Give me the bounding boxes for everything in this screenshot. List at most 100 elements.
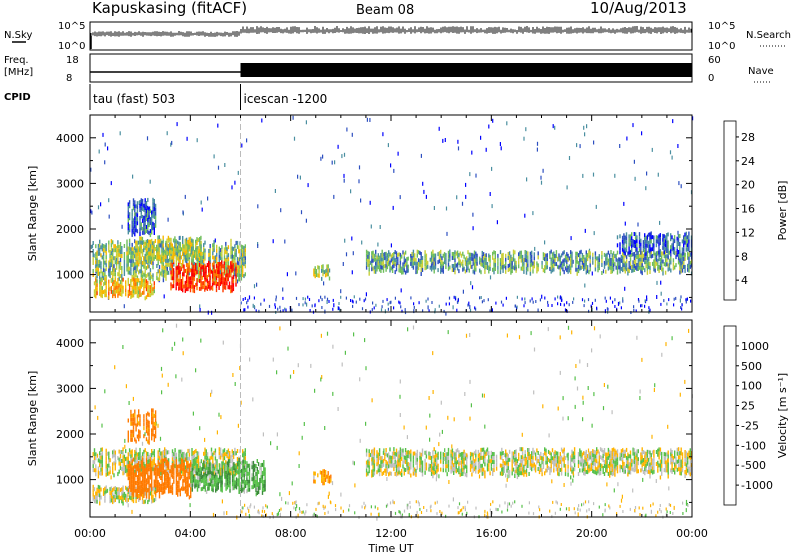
heatmap-cell — [306, 219, 307, 223]
heatmap-cell — [163, 450, 164, 454]
heatmap-cell — [179, 260, 180, 264]
heatmap-cell — [151, 457, 152, 461]
heatmap-cell — [652, 254, 653, 258]
heatmap-cell — [196, 241, 197, 245]
heatmap-cell — [572, 479, 573, 483]
heatmap-cell — [212, 484, 213, 488]
heatmap-cell — [210, 252, 211, 256]
heatmap-cell — [107, 472, 108, 476]
heatmap-cell — [102, 447, 103, 451]
heatmap-cell — [159, 273, 160, 277]
heatmap-cell — [340, 289, 341, 293]
heatmap-cell — [254, 480, 255, 484]
heatmap-cell — [159, 265, 160, 269]
heatmap-cell — [103, 252, 104, 256]
heatmap-cell — [147, 293, 148, 297]
heatmap-cell — [200, 260, 201, 264]
noise-trace-path — [91, 26, 691, 37]
heatmap-cell — [441, 401, 442, 405]
heatmap-cell — [573, 260, 574, 264]
heatmap-cell — [644, 305, 645, 308]
heatmap-cell — [587, 265, 588, 269]
heatmap-cell — [232, 247, 233, 251]
heatmap-cell — [367, 263, 368, 267]
heatmap-cell — [189, 269, 190, 273]
heatmap-cell — [130, 472, 131, 476]
heatmap-cell — [111, 278, 112, 282]
heatmap-cell — [203, 285, 204, 289]
heatmap-cell — [174, 244, 175, 248]
heatmap-cell — [400, 195, 401, 199]
heatmap-cell — [376, 260, 377, 264]
heatmap-cell — [682, 239, 683, 243]
heatmap-cell — [103, 264, 104, 268]
heatmap-cell — [230, 247, 231, 251]
heatmap-cell — [158, 269, 159, 273]
heatmap-cell — [475, 260, 476, 264]
heatmap-cell — [161, 269, 162, 273]
heatmap-cell — [93, 261, 94, 265]
heatmap-cell — [237, 457, 238, 461]
heatmap-cell — [486, 265, 487, 269]
heatmap-cell — [259, 466, 260, 470]
heatmap-cell — [150, 280, 151, 284]
heatmap-cell — [219, 255, 220, 259]
heatmap-cell — [159, 255, 160, 259]
heatmap-cell — [313, 273, 314, 277]
heatmap-cell — [156, 253, 157, 257]
heatmap-cell — [148, 231, 149, 235]
heatmap-cell — [321, 265, 322, 269]
heatmap-cell — [126, 256, 127, 260]
heatmap-cell — [182, 487, 183, 491]
heatmap-cell — [208, 257, 209, 261]
heatmap-cell — [413, 262, 414, 266]
heatmap-cell — [297, 175, 298, 179]
heatmap-cell — [257, 483, 258, 487]
heatmap-cell — [120, 454, 121, 458]
heatmap-cell — [237, 449, 238, 453]
heatmap-cell — [211, 390, 212, 394]
heatmap-cell — [582, 174, 583, 178]
heatmap-cell — [634, 240, 635, 244]
heatmap-cell — [657, 259, 658, 263]
heatmap-cell — [132, 459, 133, 463]
heatmap-cell — [574, 507, 575, 510]
heatmap-cell — [142, 261, 143, 265]
heatmap-cell — [213, 451, 214, 455]
heatmap-cell — [113, 244, 114, 248]
heatmap-cell — [668, 268, 669, 272]
heatmap-cell — [429, 438, 430, 442]
heatmap-cell — [178, 271, 179, 275]
heatmap-cell — [174, 448, 175, 452]
heatmap-cell — [245, 513, 246, 516]
heatmap-cell — [440, 266, 441, 270]
heatmap-cell — [155, 255, 156, 259]
heatmap-cell — [430, 258, 431, 262]
heatmap-cell — [513, 258, 514, 262]
heatmap-cell — [104, 389, 105, 393]
heatmap-cell — [359, 377, 360, 381]
heatmap-cell — [100, 456, 101, 460]
heatmap-cell — [187, 480, 188, 484]
heatmap-cell — [390, 163, 391, 167]
heatmap-cell — [583, 263, 584, 267]
heatmap-cell — [625, 262, 626, 266]
heatmap-cell — [132, 251, 133, 255]
heatmap-cell — [169, 481, 170, 485]
heatmap-cell — [167, 464, 168, 468]
heatmap-cell — [493, 266, 494, 270]
heatmap-cell — [504, 501, 505, 504]
heatmap-cell — [549, 510, 550, 513]
heatmap-cell — [148, 252, 149, 256]
heatmap-cell — [238, 424, 239, 428]
heatmap-cell — [143, 208, 144, 212]
heatmap-cell — [539, 508, 540, 511]
heatmap-cell — [333, 195, 334, 199]
heatmap-cell — [644, 249, 645, 253]
heatmap-cell — [159, 247, 160, 251]
heatmap-cell — [215, 269, 216, 273]
heatmap-cell — [393, 252, 394, 256]
heatmap-cell — [201, 471, 202, 475]
heatmap-cell — [220, 256, 221, 260]
heatmap-cell — [246, 301, 247, 304]
